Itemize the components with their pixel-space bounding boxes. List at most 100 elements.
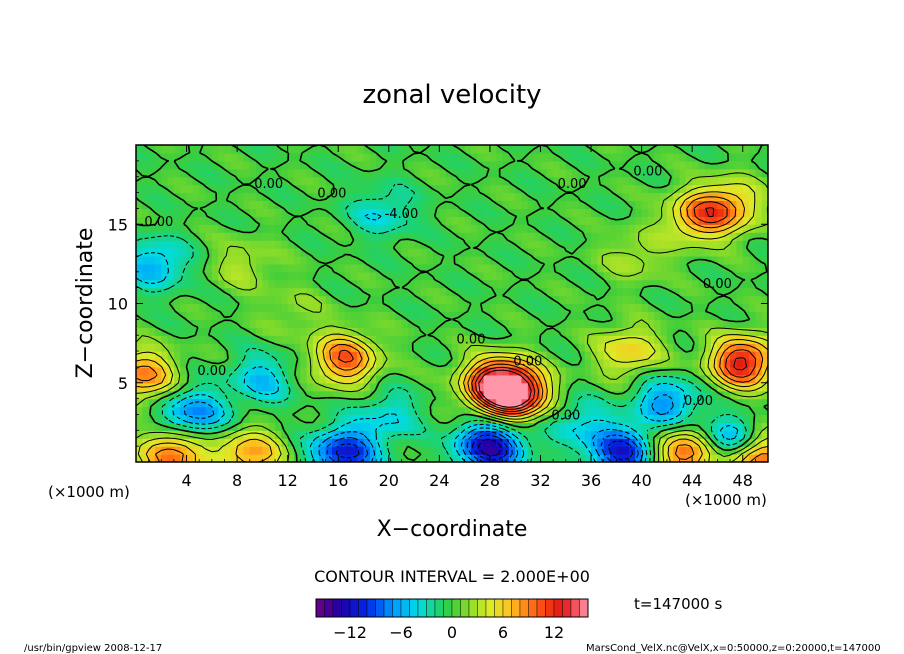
heatmap-cell	[685, 390, 693, 400]
heatmap-cell	[325, 366, 333, 376]
heatmap-cell	[224, 184, 232, 194]
heatmap-cell	[464, 446, 472, 455]
heatmap-cell	[224, 303, 232, 313]
heatmap-cell	[218, 351, 226, 360]
heatmap-cell	[262, 343, 270, 352]
heatmap-cell	[306, 319, 314, 328]
heatmap-cell	[148, 430, 156, 439]
heatmap-cell	[224, 271, 232, 281]
heatmap-cell	[717, 358, 725, 368]
heatmap-cell	[414, 248, 421, 257]
heatmap-cell	[565, 351, 573, 360]
heatmap-cell	[211, 240, 219, 249]
heatmap-cell	[736, 263, 744, 273]
heatmap-cell	[338, 327, 346, 336]
heatmap-cell	[616, 327, 624, 336]
heatmap-cell	[294, 351, 301, 360]
heatmap-cell	[464, 145, 472, 154]
heatmap-cell	[249, 271, 257, 281]
heatmap-cell	[382, 351, 390, 360]
heatmap-cell	[527, 319, 535, 328]
heatmap-cell	[312, 398, 320, 408]
heatmap-cell	[363, 279, 371, 289]
heatmap-cell	[426, 390, 434, 400]
heatmap-cell	[325, 374, 333, 384]
heatmap-cell	[338, 279, 346, 289]
heatmap-cell	[211, 168, 219, 178]
heatmap-cell	[647, 176, 655, 186]
heatmap-cell	[591, 263, 598, 273]
heatmap-cell	[142, 366, 150, 376]
heatmap-cell	[660, 430, 668, 439]
heatmap-cell	[635, 430, 643, 439]
heatmap-cell	[445, 271, 453, 281]
heatmap-cell	[477, 176, 485, 186]
heatmap-cell	[610, 184, 617, 194]
heatmap-cell	[685, 152, 693, 162]
heatmap-cell	[262, 224, 270, 233]
heatmap-cell	[192, 406, 200, 416]
heatmap-cell	[249, 351, 257, 360]
heatmap-cell	[312, 184, 320, 194]
heatmap-cell	[578, 145, 586, 154]
heatmap-cell	[464, 366, 472, 376]
heatmap-cell	[325, 438, 333, 447]
heatmap-cell	[401, 319, 409, 328]
heatmap-cell	[281, 430, 289, 439]
heatmap-cell	[224, 374, 232, 384]
heatmap-cell	[218, 255, 226, 265]
heatmap-cell	[275, 351, 282, 360]
heatmap-cell	[173, 446, 181, 455]
heatmap-cell	[154, 446, 162, 455]
heatmap-cell	[666, 145, 674, 154]
heatmap-cell	[154, 279, 162, 289]
heatmap-cell	[369, 430, 377, 439]
heatmap-cell	[572, 248, 579, 257]
heatmap-cell	[458, 216, 466, 225]
heatmap-cell	[534, 366, 542, 376]
heatmap-cell	[401, 192, 409, 202]
heatmap-cell	[470, 255, 478, 265]
heatmap-cell	[755, 168, 763, 178]
heatmap-cell	[369, 192, 377, 202]
heatmap-cell	[180, 311, 188, 320]
heatmap-cell	[742, 446, 750, 455]
heatmap-cell	[205, 454, 213, 462]
heatmap-cell	[698, 343, 706, 352]
heatmap-cell	[256, 152, 263, 162]
heatmap-cell	[711, 232, 719, 241]
heatmap-cell	[654, 351, 662, 360]
heatmap-cell	[338, 184, 346, 194]
heatmap-cell	[559, 200, 567, 209]
heatmap-cell	[148, 303, 156, 313]
heatmap-cell	[685, 176, 693, 186]
heatmap-cell	[433, 358, 440, 368]
heatmap-cell	[363, 216, 371, 225]
heatmap-cell	[679, 303, 687, 313]
heatmap-cell	[730, 406, 737, 416]
heatmap-cell	[641, 398, 649, 408]
heatmap-cell	[755, 240, 763, 249]
heatmap-cell	[243, 192, 251, 202]
heatmap-cell	[167, 358, 175, 368]
heatmap-cell	[407, 382, 415, 392]
heatmap-cell	[546, 240, 554, 249]
heatmap-cell	[388, 248, 396, 257]
heatmap-cell	[647, 303, 655, 313]
heatmap-cell	[192, 446, 200, 455]
heatmap-cell	[628, 335, 636, 344]
heatmap-cell	[167, 430, 175, 439]
heatmap-cell	[154, 366, 162, 376]
colorbar-tick-label: 0	[447, 623, 457, 642]
heatmap-cell	[578, 184, 586, 194]
heatmap-cell	[679, 208, 687, 217]
heatmap-cell	[388, 216, 396, 225]
heatmap-cell	[287, 232, 295, 241]
heatmap-cell	[407, 224, 415, 233]
heatmap-cell	[433, 366, 440, 376]
heatmap-cell	[344, 430, 352, 439]
heatmap-cell	[660, 240, 668, 249]
heatmap-cell	[755, 390, 763, 400]
heatmap-cell	[186, 208, 194, 217]
colorbar-swatch	[502, 598, 512, 618]
